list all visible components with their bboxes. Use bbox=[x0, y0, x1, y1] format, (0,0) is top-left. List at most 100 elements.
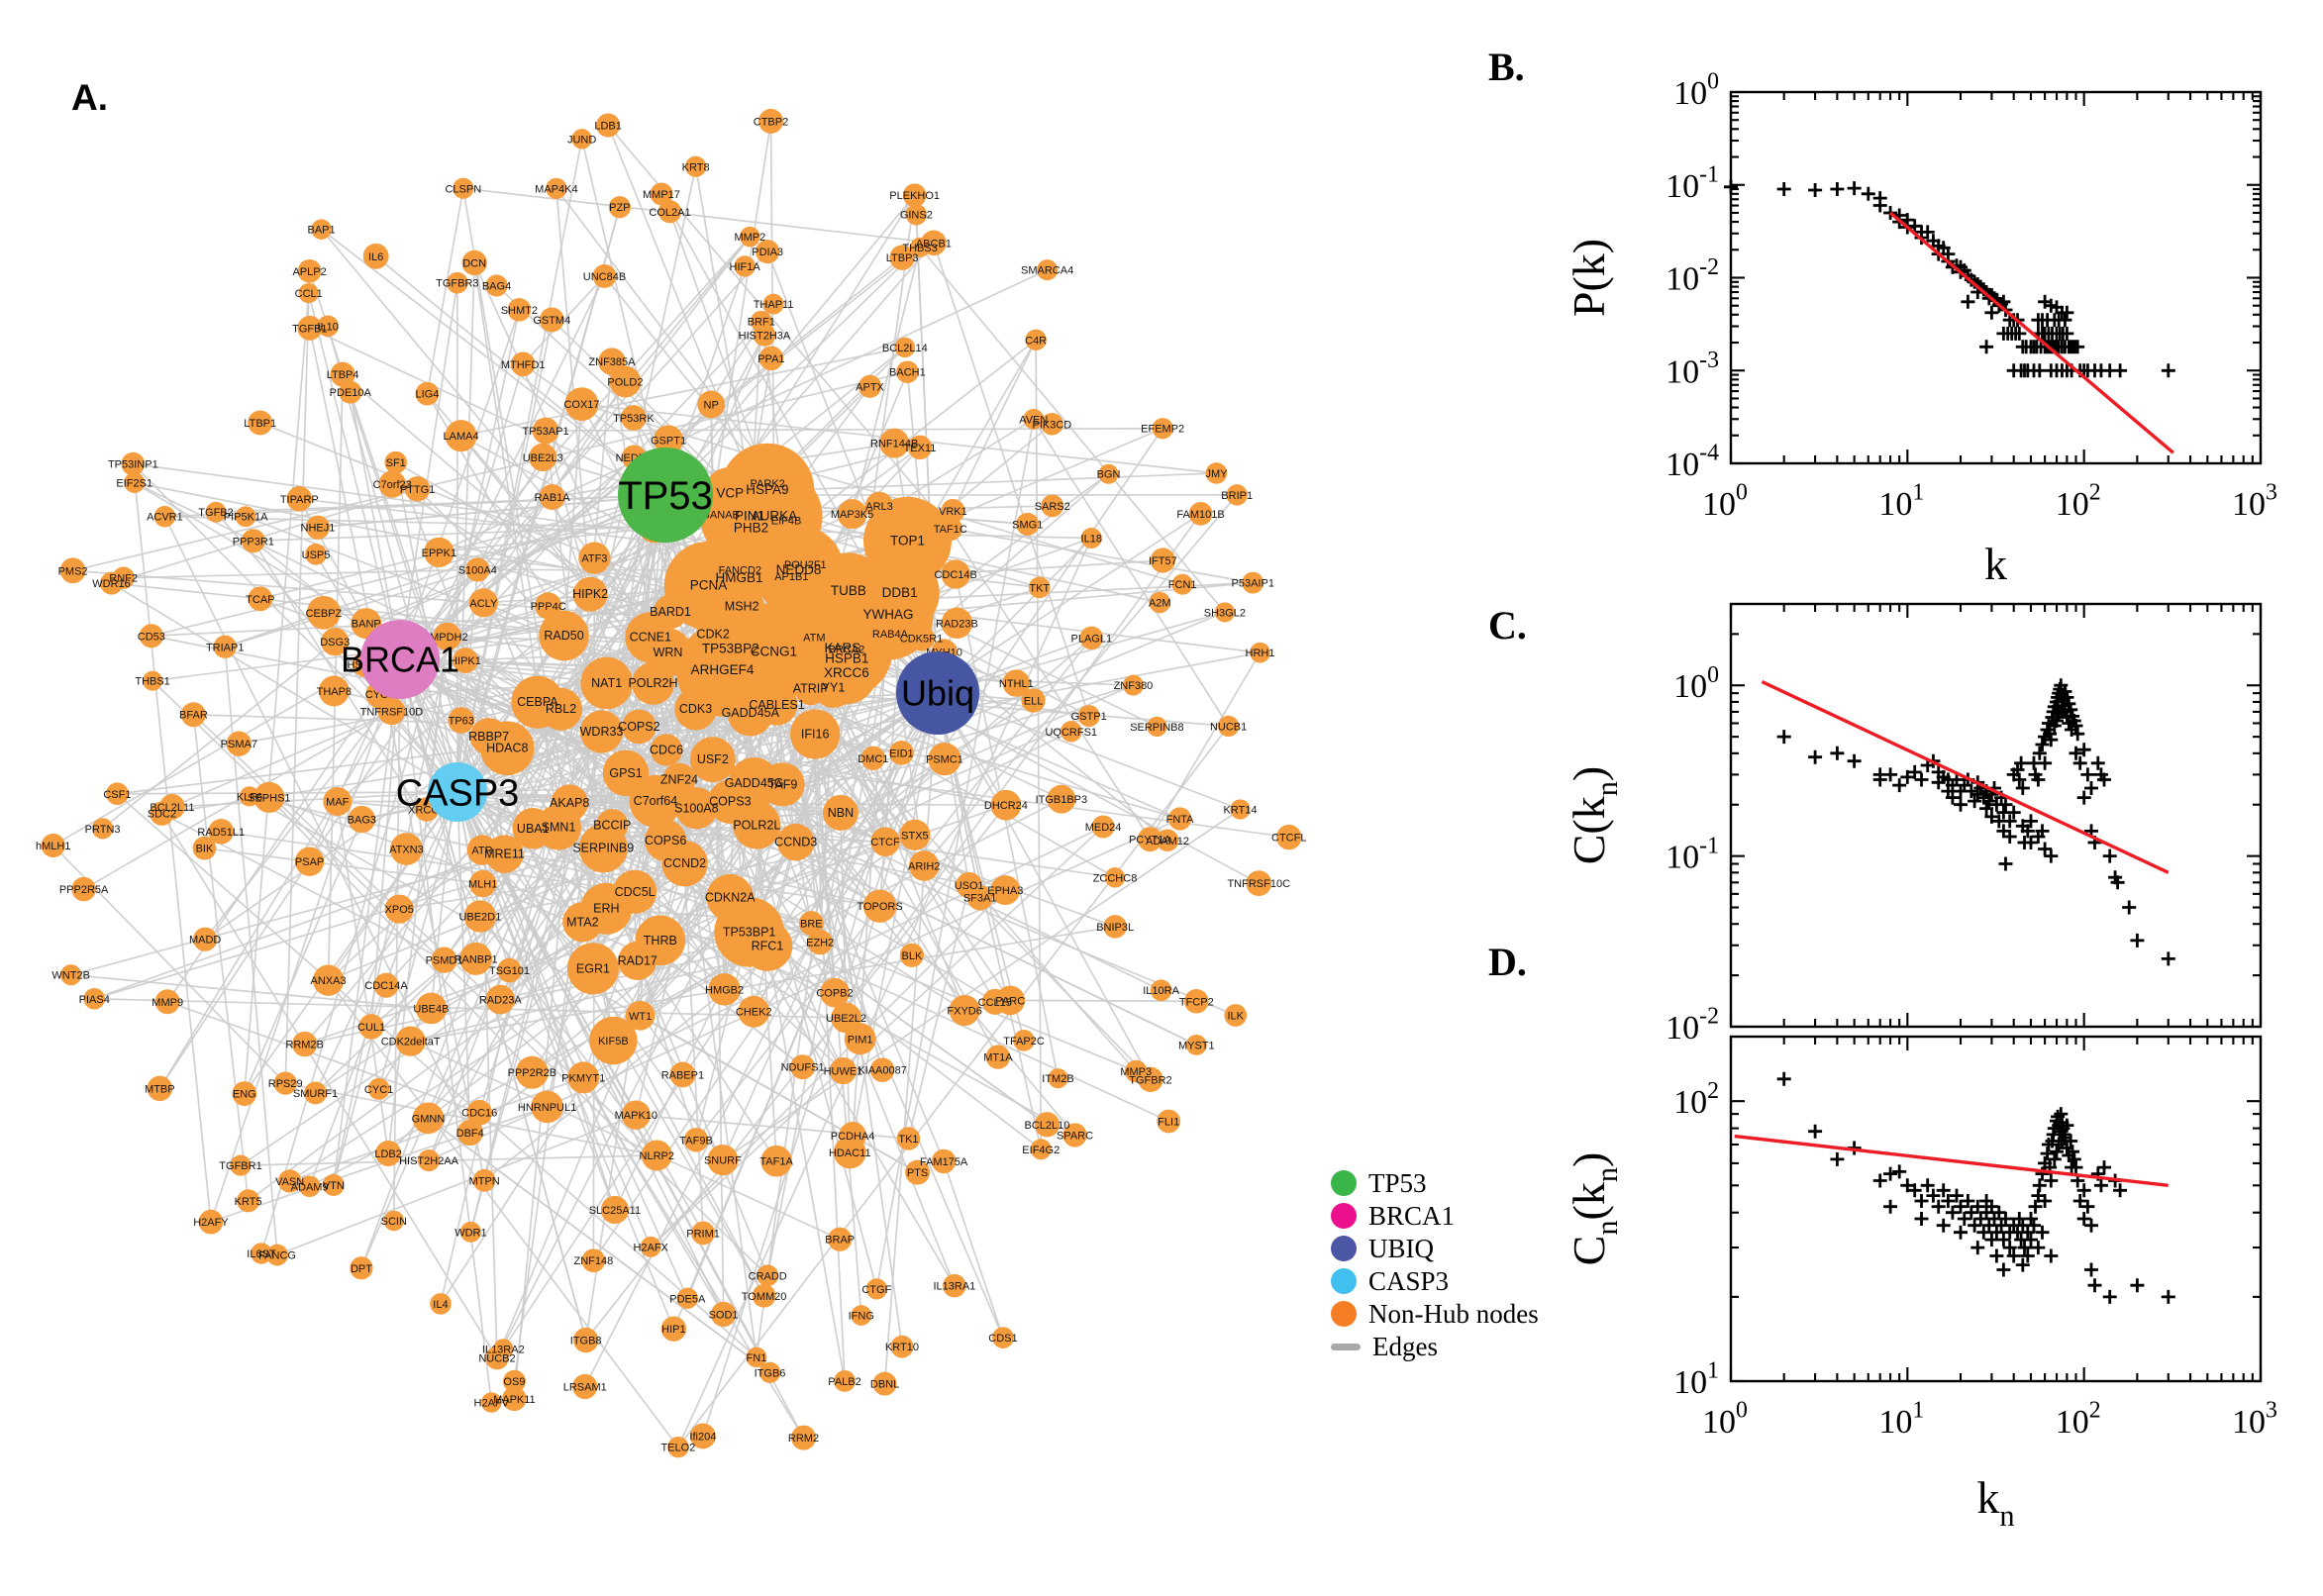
network-node bbox=[292, 1031, 318, 1057]
network-node-label: LDB2 bbox=[374, 1148, 402, 1160]
network-node-label: IFNG bbox=[849, 1311, 874, 1323]
network-node-label: EFEMP2 bbox=[1141, 424, 1184, 436]
network-node-label: MMP3 bbox=[1120, 1066, 1152, 1078]
network-node bbox=[829, 1057, 858, 1085]
network-node bbox=[1150, 979, 1172, 1002]
network-node-label: RAD23B bbox=[936, 618, 978, 630]
network-node bbox=[1077, 705, 1100, 728]
network-node bbox=[725, 603, 823, 701]
network-edge bbox=[937, 692, 1152, 1080]
network-node-label: HIST2H2AA bbox=[399, 1155, 459, 1167]
network-node bbox=[869, 1057, 895, 1082]
network-node-label: ZNF148 bbox=[574, 1255, 614, 1267]
network-node bbox=[41, 833, 65, 858]
network-node bbox=[321, 628, 350, 656]
network-node-label: RFC1 bbox=[752, 940, 784, 953]
network-node bbox=[330, 361, 355, 387]
network-node-label: HIP1 bbox=[661, 1324, 685, 1336]
network-node-label: RNF144B bbox=[870, 439, 918, 450]
network-node-label: ITGB8 bbox=[570, 1336, 602, 1347]
network-node-label: GADD45G bbox=[725, 776, 784, 790]
network-node-label: UNC84B bbox=[583, 271, 626, 283]
network-node bbox=[362, 243, 389, 269]
network-node bbox=[459, 942, 493, 975]
panel-b-label: B. bbox=[1488, 45, 1525, 89]
network-node bbox=[589, 1016, 638, 1065]
network-node bbox=[323, 786, 353, 816]
network-node bbox=[1123, 674, 1144, 696]
network-node bbox=[417, 1148, 441, 1172]
network-node-label: PPP3R1 bbox=[233, 536, 274, 548]
network-edge bbox=[447, 636, 584, 923]
network-node bbox=[1224, 1004, 1248, 1027]
legend-item-label: Edges bbox=[1372, 1331, 1438, 1361]
y-axis-title-d: Cn(kn) bbox=[1564, 1152, 1624, 1266]
network-node-label: Ifi204 bbox=[689, 1431, 716, 1443]
network-node-label: RBBP7 bbox=[468, 730, 509, 744]
tick-label: 102 bbox=[1673, 1078, 1719, 1121]
network-node-label: NAT1 bbox=[591, 676, 622, 690]
network-edge bbox=[659, 757, 874, 942]
network-node-label: MMP9 bbox=[152, 997, 183, 1009]
network-edge bbox=[410, 1040, 841, 1241]
network-edge bbox=[462, 187, 934, 245]
network-node-label: SDC2 bbox=[148, 809, 176, 821]
network-node-label: HSPB1 bbox=[825, 650, 868, 665]
network-node-label: KARS bbox=[824, 641, 860, 655]
network-edge bbox=[327, 326, 458, 793]
network-node-label: TK1 bbox=[898, 1134, 918, 1146]
network-node-label: THBS3 bbox=[902, 243, 937, 254]
network-node-label: H2AFX bbox=[633, 1242, 668, 1253]
network-node bbox=[472, 1168, 496, 1192]
network-node bbox=[1048, 1068, 1068, 1089]
network-edge bbox=[749, 637, 1092, 934]
network-node bbox=[992, 1327, 1014, 1348]
tick-label: 103 bbox=[2232, 480, 2277, 523]
network-edge bbox=[834, 752, 903, 993]
network-edge bbox=[210, 1106, 548, 1223]
network-node bbox=[192, 836, 217, 860]
network-node bbox=[83, 987, 106, 1010]
network-node-label: VTN bbox=[323, 1180, 345, 1192]
network-node-label: TGFBR1 bbox=[219, 1160, 261, 1172]
y-axis-title-c: C(kn) bbox=[1564, 766, 1624, 865]
network-node-label: BACH1 bbox=[889, 367, 926, 379]
network-node bbox=[322, 1173, 345, 1196]
network-node-label: CLSPN bbox=[445, 183, 481, 195]
network-node-label: NP bbox=[704, 399, 719, 411]
network-edge bbox=[377, 207, 621, 1090]
network-node-label: CEBPA bbox=[517, 695, 558, 709]
network-node-label: BGN bbox=[1097, 469, 1121, 481]
network-edge bbox=[327, 979, 679, 1448]
network-node bbox=[515, 1055, 549, 1089]
network-node-label: HIF1A bbox=[730, 261, 761, 273]
network-node-label: SNURF bbox=[704, 1155, 742, 1167]
network-node-label: PARK2 bbox=[751, 478, 785, 490]
tick-label: 101 bbox=[1673, 1358, 1719, 1401]
network-node-label: SMG1 bbox=[1012, 519, 1043, 531]
network-edge bbox=[923, 494, 1238, 867]
network-node-label: IL13RA2 bbox=[482, 1344, 525, 1355]
network-node bbox=[1149, 591, 1171, 614]
network-node bbox=[266, 1244, 288, 1266]
network-node bbox=[719, 584, 764, 629]
network-node bbox=[311, 219, 332, 240]
network-node bbox=[1034, 1112, 1060, 1138]
network-node bbox=[858, 374, 882, 398]
network-node-label: TFCP2 bbox=[1179, 996, 1214, 1008]
network-node-label: FANCG bbox=[258, 1250, 296, 1262]
network-node bbox=[1205, 462, 1228, 484]
network-node bbox=[459, 1221, 481, 1243]
legend-item-casp3: CASP3 bbox=[1331, 1267, 1539, 1294]
network-node-label: LTBP4 bbox=[327, 369, 359, 381]
network-node-label: PCDHA4 bbox=[831, 1131, 875, 1143]
network-node bbox=[990, 875, 1021, 905]
network-node-label: HNRNPUL1 bbox=[518, 1102, 576, 1114]
network-node-label: PHB2 bbox=[734, 521, 768, 536]
network-edge bbox=[633, 166, 697, 458]
network-node bbox=[461, 249, 487, 276]
network-edge bbox=[332, 658, 401, 1186]
network-node-label: IFT57 bbox=[1149, 555, 1177, 567]
network-node bbox=[153, 505, 176, 528]
network-node-label: GANAB bbox=[701, 509, 740, 521]
